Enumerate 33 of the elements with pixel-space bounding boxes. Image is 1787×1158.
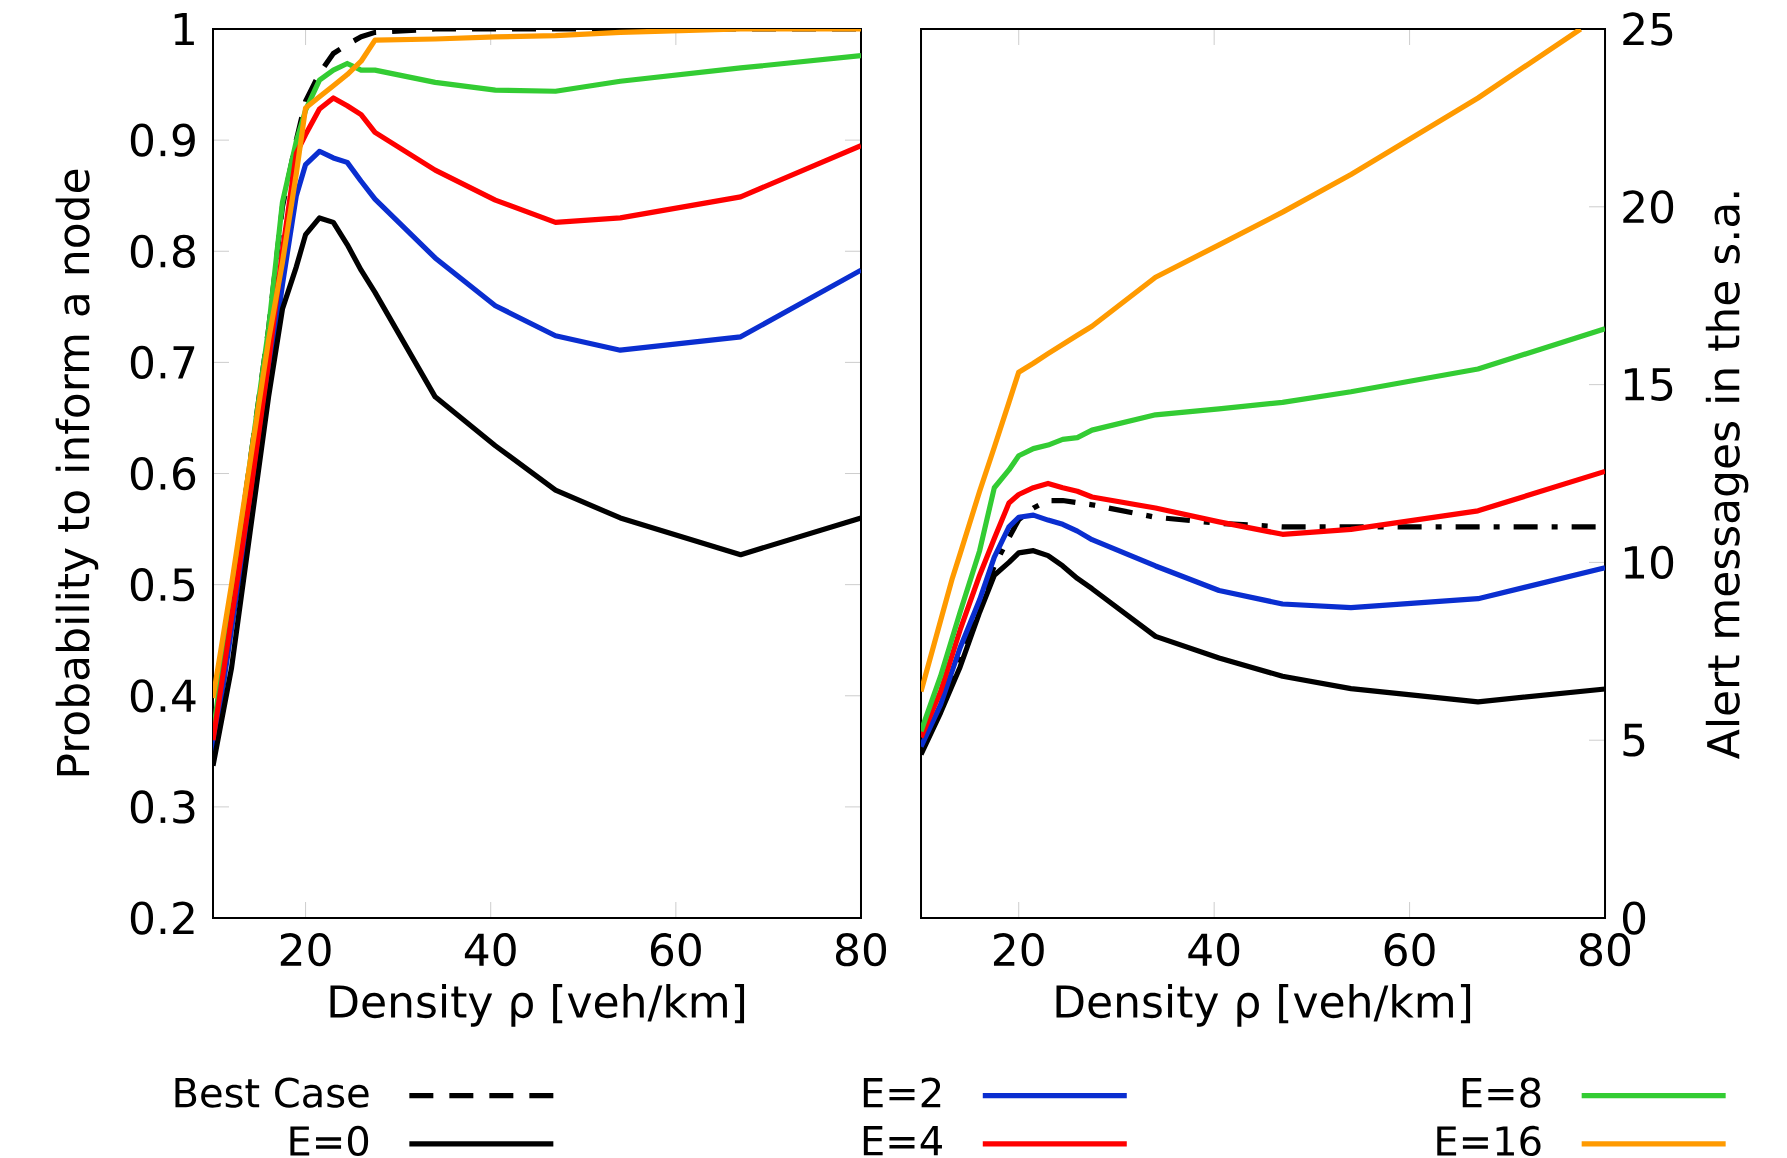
y-tick-label: 0.2 — [130, 901, 194, 935]
y2-tick-label: 25 — [1623, 12, 1673, 46]
y-tick-label: 0.5 — [130, 568, 195, 602]
x-axis-title: Density ρ [veh/km] — [330, 984, 745, 1027]
x-axis-title: Density ρ [veh/km] — [1056, 984, 1471, 1027]
y2-tick-label: 0 — [1622, 901, 1646, 935]
y2-tick-label: 15 — [1624, 368, 1673, 401]
y-tick-label: 0.4 — [130, 679, 196, 713]
y2-tick-label: 20 — [1623, 190, 1674, 224]
y2-tick-label: 10 — [1624, 545, 1674, 580]
legend-label: E=16 — [1437, 1125, 1541, 1157]
x-tick-label: 20 — [280, 933, 331, 967]
y-tick-label: 1 — [174, 12, 194, 46]
legend-label: E=8 — [1462, 1077, 1541, 1108]
x-tick-label: 60 — [650, 933, 701, 967]
y-tick-label: 0.6 — [130, 456, 196, 491]
x-tick-label: 40 — [1188, 933, 1240, 967]
legend-label: Best Case — [175, 1077, 369, 1108]
y2-tick-label: 5 — [1623, 723, 1645, 757]
x-tick-label: 80 — [835, 933, 887, 967]
x-tick-label: 20 — [993, 933, 1044, 967]
y-axis-title: Probability to inform a node — [55, 169, 99, 776]
y-tick-label: 0.8 — [130, 234, 195, 268]
x-tick-label: 80 — [1580, 933, 1631, 967]
x-tick-label: 60 — [1384, 933, 1435, 967]
y2-axis-title: Alert messages in the s.a. — [1705, 192, 1749, 759]
legend-label: E=0 — [290, 1125, 369, 1157]
x-tick-label: 40 — [464, 933, 516, 967]
y-tick-label: 0.3 — [130, 790, 195, 824]
legend-label: E=4 — [863, 1126, 942, 1156]
y-tick-label: 0.9 — [130, 123, 195, 157]
y-tick-label: 0.7 — [130, 345, 195, 380]
legend-label: E=2 — [863, 1077, 941, 1108]
